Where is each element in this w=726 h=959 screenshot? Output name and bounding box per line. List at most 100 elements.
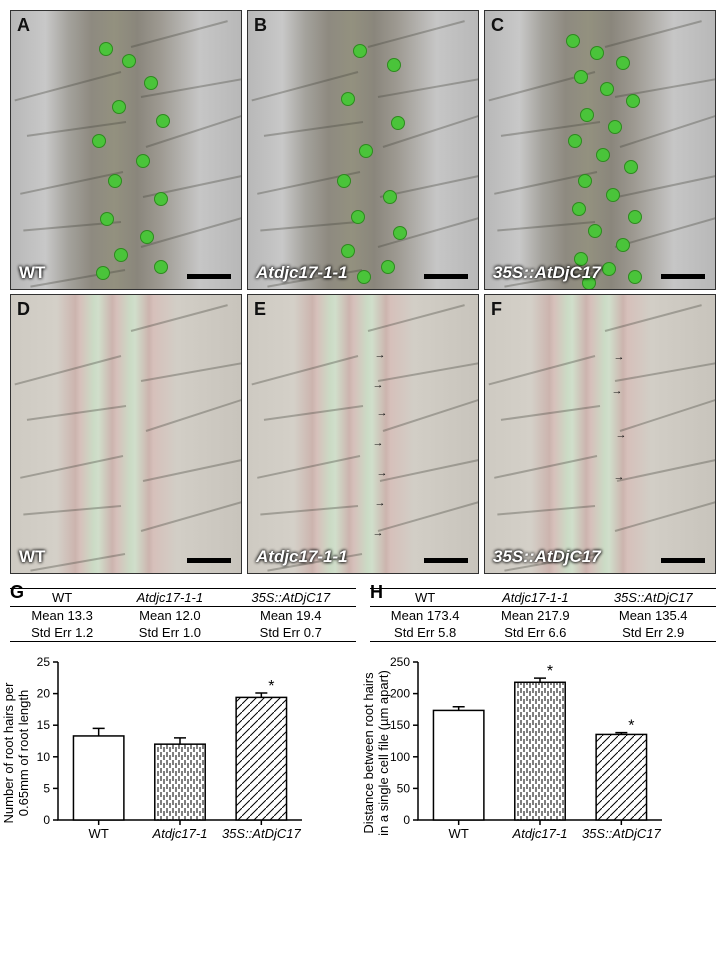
micrograph-panel-F: →→→→F35S::AtDjC17 bbox=[484, 294, 716, 574]
svg-text:10: 10 bbox=[37, 750, 51, 764]
root-hair-marker bbox=[108, 174, 122, 188]
svg-text:200: 200 bbox=[390, 687, 410, 701]
panel-letter: E bbox=[254, 299, 266, 320]
root-hair-marker bbox=[588, 224, 602, 238]
stats-mean: Mean 173.4 bbox=[370, 607, 480, 625]
root-hair-marker bbox=[590, 46, 604, 60]
stats-stderr: Std Err 5.8 bbox=[370, 624, 480, 642]
root-hair-marker bbox=[357, 270, 371, 284]
root-hair-marker bbox=[156, 114, 170, 128]
root-hair-marker bbox=[616, 238, 630, 252]
panel-letter: A bbox=[17, 15, 30, 36]
svg-text:Atdjc17-1: Atdjc17-1 bbox=[152, 826, 208, 841]
root-hair-marker bbox=[99, 42, 113, 56]
arrow-marker: → bbox=[375, 349, 386, 361]
micrograph-panel-B: BAtdjc17-1-1 bbox=[247, 10, 479, 290]
stats-mean: Mean 217.9 bbox=[480, 607, 590, 625]
bar-chart: Number of root hairs per0.65mm of root l… bbox=[10, 648, 356, 858]
root-hair-marker bbox=[341, 92, 355, 106]
genotype-label: WT bbox=[19, 263, 45, 283]
stats-stderr: Std Err 1.2 bbox=[10, 624, 114, 642]
panel-background bbox=[485, 295, 715, 573]
root-hair-marker bbox=[391, 116, 405, 130]
micrograph-panel-E: →→→→→→→EAtdjc17-1-1 bbox=[247, 294, 479, 574]
bar bbox=[515, 682, 565, 820]
root-hair-marker bbox=[140, 230, 154, 244]
arrow-marker: → bbox=[373, 437, 384, 449]
root-hair-marker bbox=[351, 210, 365, 224]
genotype-label: 35S::AtDjC17 bbox=[493, 547, 601, 567]
stats-stderr: Std Err 2.9 bbox=[590, 624, 716, 642]
panel-letter: D bbox=[17, 299, 30, 320]
root-hair-marker bbox=[566, 34, 580, 48]
bar bbox=[596, 734, 646, 820]
root-hair-marker bbox=[574, 70, 588, 84]
root-hair-marker bbox=[96, 266, 110, 280]
arrow-marker: → bbox=[377, 407, 388, 419]
panel-letter: B bbox=[254, 15, 267, 36]
stats-genotype: Atdjc17-1-1 bbox=[480, 589, 590, 607]
panel-letter: C bbox=[491, 15, 504, 36]
root-hair-marker bbox=[383, 190, 397, 204]
stats-mean: Mean 19.4 bbox=[225, 607, 356, 625]
arrow-marker: → bbox=[614, 471, 625, 483]
root-hair-marker bbox=[387, 58, 401, 72]
bar-chart: Distance between root hairsin a single c… bbox=[370, 648, 716, 858]
root-hair-marker bbox=[596, 148, 610, 162]
arrow-marker: → bbox=[373, 527, 384, 539]
arrow-marker: → bbox=[616, 429, 627, 441]
root-hair-marker bbox=[628, 210, 642, 224]
scale-bar bbox=[661, 558, 705, 563]
arrow-marker: → bbox=[373, 379, 384, 391]
svg-text:*: * bbox=[628, 718, 634, 735]
root-hair-marker bbox=[92, 134, 106, 148]
micrograph-panel-D: DWT bbox=[10, 294, 242, 574]
svg-text:5: 5 bbox=[43, 781, 50, 795]
panel-background bbox=[248, 295, 478, 573]
svg-text:35S::AtDjC17: 35S::AtDjC17 bbox=[582, 826, 662, 841]
root-hair-marker bbox=[359, 144, 373, 158]
stats-genotype: WT bbox=[370, 589, 480, 607]
root-hair-marker bbox=[616, 56, 630, 70]
scale-bar bbox=[424, 274, 468, 279]
root-hair-marker bbox=[578, 174, 592, 188]
stats-genotype: 35S::AtDjC17 bbox=[225, 589, 356, 607]
root-hair-marker bbox=[381, 260, 395, 274]
scale-bar bbox=[187, 274, 231, 279]
panel-background bbox=[11, 11, 241, 289]
bar bbox=[236, 697, 286, 820]
root-hair-marker bbox=[624, 160, 638, 174]
arrow-marker: → bbox=[612, 385, 623, 397]
chart-letter: G bbox=[10, 582, 24, 603]
stats-stderr: Std Err 0.7 bbox=[225, 624, 356, 642]
root-hair-marker bbox=[353, 44, 367, 58]
root-hair-marker bbox=[572, 202, 586, 216]
arrow-marker: → bbox=[375, 497, 386, 509]
stats-stderr: Std Err 6.6 bbox=[480, 624, 590, 642]
root-hair-marker bbox=[100, 212, 114, 226]
stats-table: WTAtdjc17-1-135S::AtDjC17Mean 173.4Mean … bbox=[370, 588, 716, 642]
root-hair-marker bbox=[568, 134, 582, 148]
svg-text:25: 25 bbox=[37, 655, 51, 669]
root-hair-marker bbox=[154, 260, 168, 274]
genotype-label: 35S::AtDjC17 bbox=[493, 263, 601, 283]
root-hair-marker bbox=[341, 244, 355, 258]
stats-table: WTAtdjc17-1-135S::AtDjC17Mean 13.3Mean 1… bbox=[10, 588, 356, 642]
micrograph-panel-C: C35S::AtDjC17 bbox=[484, 10, 716, 290]
svg-text:100: 100 bbox=[390, 750, 410, 764]
root-hair-marker bbox=[626, 94, 640, 108]
root-hair-marker bbox=[114, 248, 128, 262]
panel-background bbox=[11, 295, 241, 573]
svg-text:WT: WT bbox=[449, 826, 469, 841]
stats-genotype: 35S::AtDjC17 bbox=[590, 589, 716, 607]
arrow-marker: → bbox=[377, 467, 388, 479]
panel-letter: F bbox=[491, 299, 502, 320]
root-hair-marker bbox=[600, 82, 614, 96]
stats-genotype: Atdjc17-1-1 bbox=[114, 589, 225, 607]
svg-text:*: * bbox=[268, 678, 274, 695]
stats-mean: Mean 135.4 bbox=[590, 607, 716, 625]
micrograph-panel-A: A WT bbox=[10, 10, 242, 290]
bar bbox=[73, 736, 123, 820]
bar bbox=[433, 710, 483, 820]
svg-text:WT: WT bbox=[89, 826, 109, 841]
